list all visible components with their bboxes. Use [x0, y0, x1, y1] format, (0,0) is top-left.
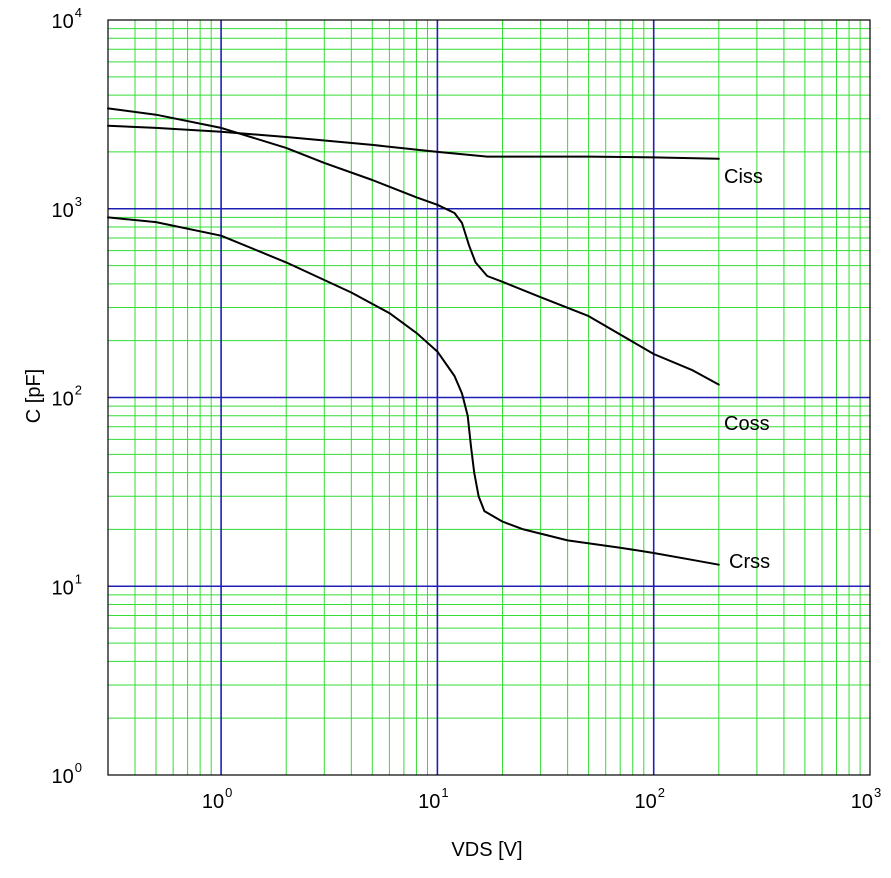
- y-tick-label: 102: [52, 383, 82, 411]
- x-tick-label: 103: [851, 785, 881, 813]
- series-line-coss: [107, 107, 720, 386]
- y-tick-label: 103: [52, 194, 82, 222]
- series-label-coss: Coss: [724, 413, 770, 435]
- x-tick-labels: 100 101 102 103: [202, 785, 881, 813]
- series-labels: Ciss Coss Crss: [724, 166, 770, 573]
- series-label-ciss: Ciss: [724, 166, 763, 188]
- major-grid: [108, 20, 870, 775]
- series-line-ciss: [107, 124, 720, 160]
- plot-frame: [107, 19, 871, 776]
- x-tick-label: 100: [202, 785, 232, 813]
- x-tick-label: 101: [418, 785, 448, 813]
- y-axis-title: C [pF]: [23, 369, 45, 423]
- x-axis-title: VDS [V]: [451, 839, 522, 861]
- series-layer: [107, 107, 720, 566]
- series-line-crss: [107, 216, 720, 566]
- y-tick-label: 101: [52, 571, 82, 599]
- y-tick-labels: 100 101 102 103 104: [52, 5, 82, 788]
- x-tick-label: 102: [634, 785, 664, 813]
- series-label-crss: Crss: [729, 551, 770, 573]
- y-tick-label: 100: [52, 760, 82, 788]
- y-tick-label: 104: [52, 5, 82, 33]
